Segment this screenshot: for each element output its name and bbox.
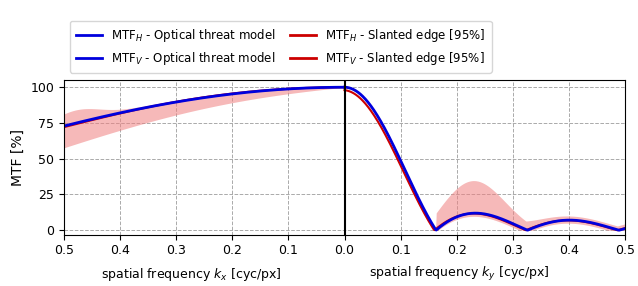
Y-axis label: MTF [%]: MTF [%] (11, 129, 25, 186)
Text: spatial frequency $k_x$ [cyc/px]: spatial frequency $k_x$ [cyc/px] (101, 266, 282, 283)
Text: spatial frequency $k_y$ [cyc/px]: spatial frequency $k_y$ [cyc/px] (369, 265, 550, 283)
Legend: MTF$_H$ - Optical threat model, MTF$_V$ - Optical threat model, MTF$_H$ - Slante: MTF$_H$ - Optical threat model, MTF$_V$ … (70, 21, 492, 73)
